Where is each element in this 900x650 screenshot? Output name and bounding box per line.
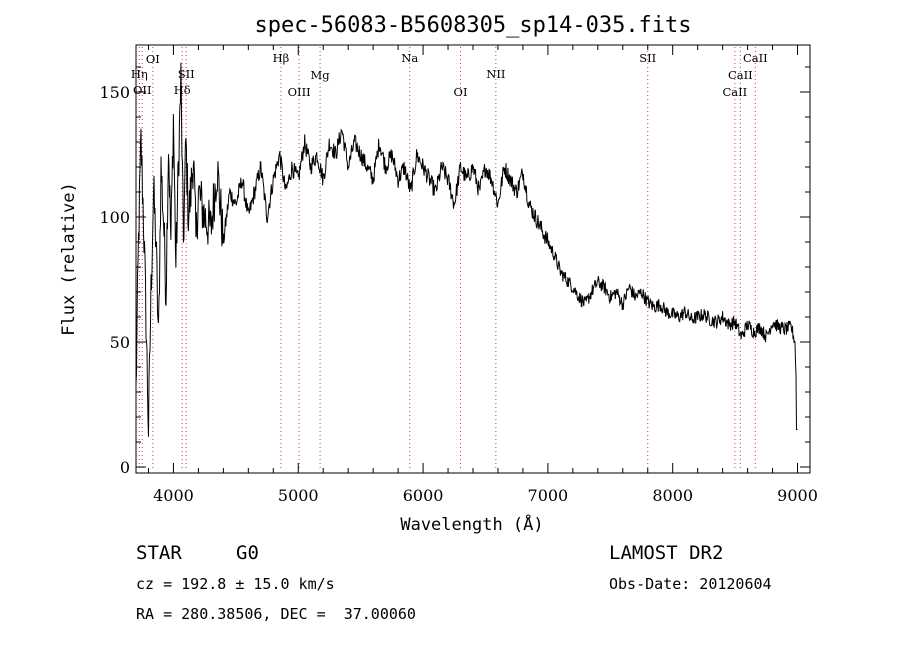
x-tick-label: 6000 <box>403 486 444 505</box>
flux-series <box>135 62 798 437</box>
line-label: Hβ <box>273 51 290 65</box>
line-label: OI <box>454 85 468 99</box>
coordinates: RA = 280.38506, DEC = 37.00060 <box>136 605 416 623</box>
plot-frame <box>135 44 811 474</box>
line-label: Na <box>401 51 418 65</box>
emission-line-markers <box>138 47 756 471</box>
y-tick-label: 0 <box>120 458 130 477</box>
y-axis-ticks: 0 50 100 150 <box>99 66 810 477</box>
survey-name: LAMOST DR2 <box>609 542 724 564</box>
redshift: cz = 192.8 ± 15.0 km/s <box>136 575 335 593</box>
x-axis-ticks: 4000 5000 6000 7000 8000 9000 <box>147 45 818 505</box>
x-tick-label: 5000 <box>278 486 319 505</box>
y-tick-label: 50 <box>110 333 130 352</box>
line-label: CaII <box>743 51 768 65</box>
chart-title: spec-56083-B5608305_sp14-035.fits <box>254 13 691 38</box>
line-label: Hδ <box>174 83 191 97</box>
line-label: SII <box>639 51 656 65</box>
y-axis-label: Flux (relative) <box>59 182 79 336</box>
spectrum-line <box>135 62 798 437</box>
observation-date: Obs-Date: 20120604 <box>609 575 772 593</box>
subclass: G0 <box>236 542 259 564</box>
x-tick-label: 9000 <box>777 486 818 505</box>
line-label: NII <box>486 67 505 81</box>
y-tick-label: 150 <box>99 83 130 102</box>
x-axis-label: Wavelength (Å) <box>400 513 543 535</box>
y-tick-label: 100 <box>99 208 130 227</box>
line-label: SII <box>178 67 195 81</box>
line-label: OIII <box>288 85 311 99</box>
line-label: CaII <box>728 68 753 82</box>
object-type: STAR <box>136 542 182 564</box>
line-label: CaII <box>722 85 747 99</box>
x-tick-label: 4000 <box>153 486 194 505</box>
line-label: OII <box>133 83 152 97</box>
line-label: OI <box>146 52 160 66</box>
x-tick-label: 8000 <box>652 486 693 505</box>
line-label: Hη <box>131 67 148 81</box>
line-label: Mg <box>311 68 331 82</box>
x-tick-label: 7000 <box>528 486 569 505</box>
